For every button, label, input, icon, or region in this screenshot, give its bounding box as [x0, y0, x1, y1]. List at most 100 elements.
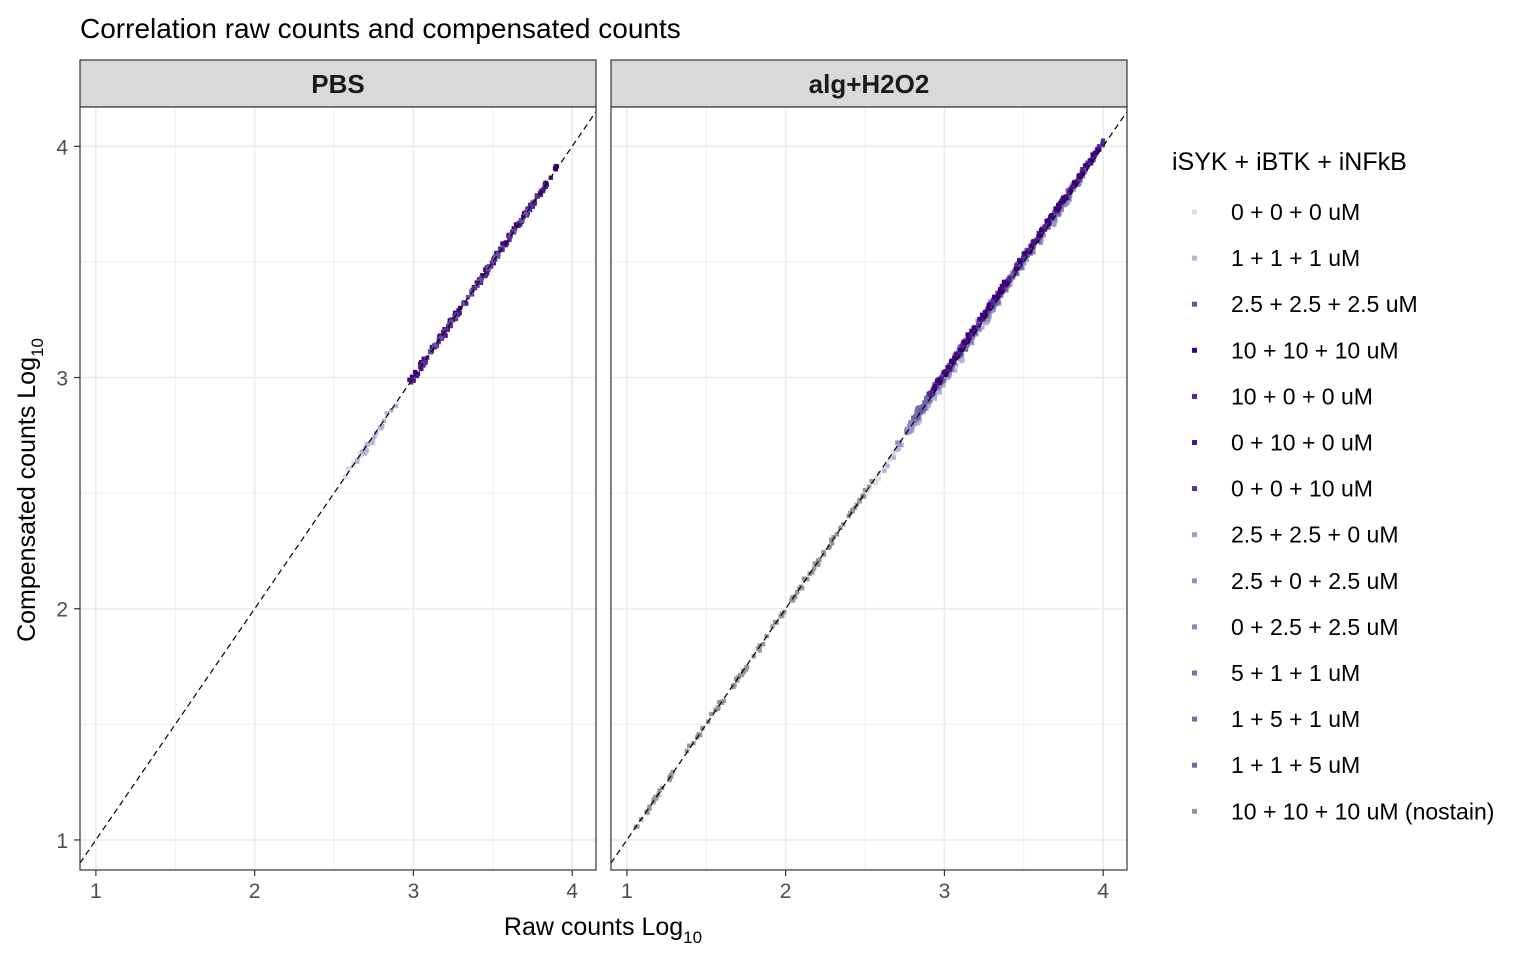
data-point [1093, 150, 1099, 155]
data-point [370, 436, 376, 442]
data-point [960, 357, 965, 363]
data-point [873, 476, 879, 482]
data-point [805, 576, 810, 582]
panel-border [610, 106, 1128, 871]
x-tick-label: 3 [408, 880, 420, 903]
data-point [1035, 238, 1040, 243]
data-point [344, 474, 349, 479]
data-point [884, 460, 890, 466]
data-point [926, 403, 932, 408]
data-point [960, 346, 965, 352]
data-point [909, 419, 914, 425]
data-point [449, 317, 454, 322]
data-point [409, 374, 415, 379]
data-point [456, 308, 461, 313]
data-point [407, 377, 412, 383]
data-point [904, 429, 909, 434]
data-point [419, 366, 424, 372]
data-point [876, 476, 881, 482]
data-point [414, 373, 420, 379]
data-point [381, 418, 387, 424]
data-point [941, 370, 946, 375]
data-point [717, 700, 722, 705]
x-tick-label: 3 [939, 880, 951, 903]
data-point [684, 748, 690, 754]
data-point [543, 184, 549, 190]
panel-border [79, 106, 597, 871]
data-point [953, 351, 959, 356]
data-point [751, 654, 756, 659]
data-point [963, 347, 969, 352]
data-point [949, 358, 954, 363]
data-point [1100, 141, 1105, 147]
data-point [831, 534, 836, 540]
data-point [503, 242, 508, 248]
data-point [1014, 262, 1019, 268]
data-point [635, 824, 640, 829]
data-point [885, 463, 890, 469]
data-point [700, 725, 705, 731]
data-point [1080, 171, 1086, 176]
data-point [935, 378, 940, 383]
data-point [991, 299, 996, 304]
data-point [953, 363, 959, 368]
data-point [523, 212, 528, 218]
data-point [779, 613, 785, 618]
data-point [735, 678, 740, 683]
data-point [492, 254, 498, 260]
data-point [1088, 158, 1094, 163]
data-point [915, 406, 920, 412]
identity-line [79, 111, 597, 864]
data-point [358, 453, 364, 459]
data-point [1028, 246, 1034, 252]
data-point [1017, 259, 1023, 265]
legend-label: 0 + 10 + 0 uM [1231, 430, 1373, 456]
data-point [984, 321, 989, 326]
legend-label: 1 + 1 + 1 uM [1231, 245, 1360, 271]
data-point [866, 484, 872, 489]
data-point [869, 479, 874, 484]
data-point [453, 315, 459, 320]
data-point [408, 380, 414, 385]
legend: iSYK + iBTK + iNFkB 0 + 0 + 0 uM 1 + 1 + … [1172, 148, 1494, 824]
data-point [1095, 147, 1100, 153]
data-point [647, 806, 652, 811]
data-point [530, 200, 535, 205]
data-point [427, 349, 433, 354]
data-point [1061, 195, 1066, 200]
data-point [1020, 256, 1026, 261]
data-point [1076, 177, 1082, 182]
legend-key [1192, 486, 1197, 492]
data-point [1069, 184, 1075, 190]
data-point [1007, 275, 1012, 281]
data-point [907, 423, 912, 428]
data-point [1021, 251, 1027, 256]
legend-label: 10 + 0 + 0 uM [1231, 383, 1373, 409]
data-point [1076, 173, 1082, 178]
data-point [964, 343, 970, 348]
data-point [887, 457, 893, 462]
data-point [1002, 282, 1008, 288]
data-point [520, 218, 525, 223]
legend-key [1192, 440, 1197, 445]
data-point [420, 360, 426, 366]
data-point [667, 777, 672, 783]
legend-label: 2.5 + 0 + 2.5 uM [1231, 568, 1399, 594]
data-point [850, 509, 855, 514]
facet-label: PBS [311, 69, 364, 99]
data-point [985, 306, 991, 311]
data-point [834, 532, 839, 537]
data-point [994, 301, 1000, 306]
x-tick-label: 1 [621, 880, 633, 903]
data-point [1025, 248, 1031, 253]
data-point [1036, 230, 1042, 236]
legend-key [1192, 670, 1197, 676]
data-point [958, 347, 963, 352]
legend-key [1192, 762, 1197, 768]
data-point [438, 336, 443, 341]
data-point [507, 237, 512, 243]
data-point [945, 365, 950, 370]
data-point [923, 396, 929, 401]
data-point [472, 285, 478, 291]
data-point [370, 440, 375, 445]
